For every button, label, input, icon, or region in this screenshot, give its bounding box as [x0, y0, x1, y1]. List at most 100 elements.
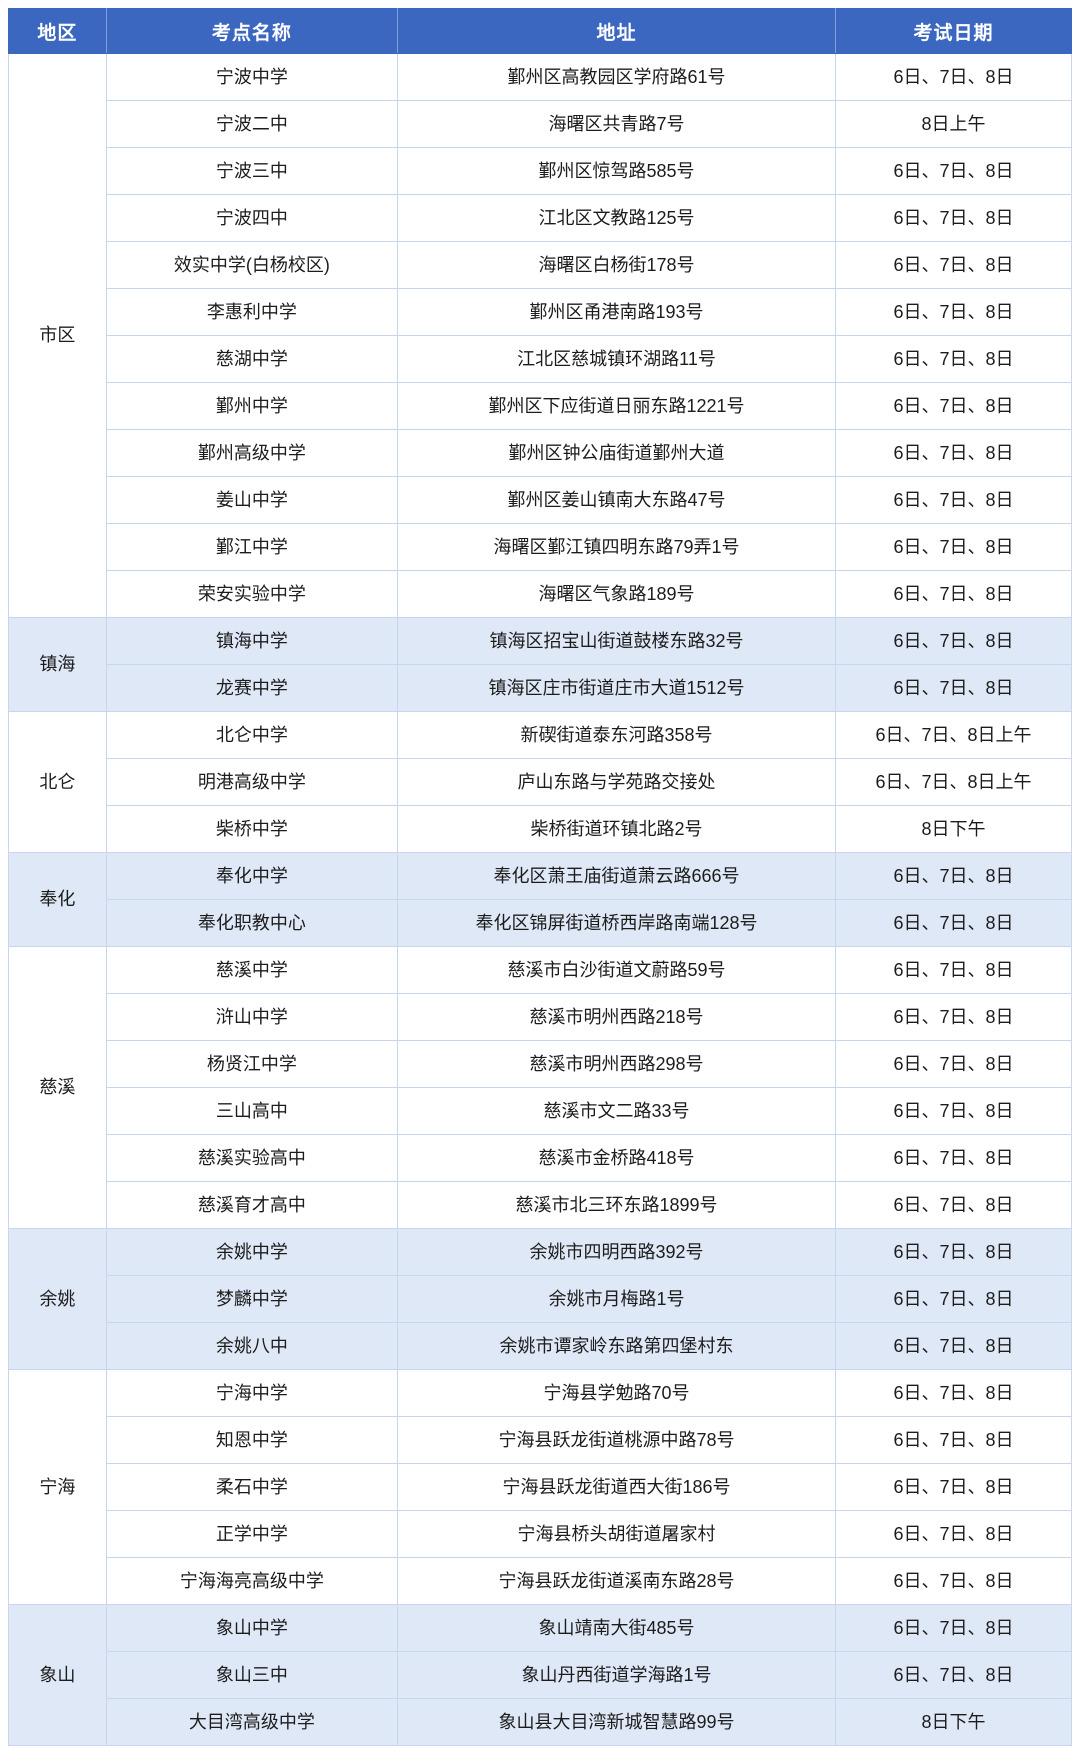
address-cell: 慈溪市明州西路298号 [397, 1040, 836, 1088]
table-row: 奉化 奉化中学 奉化区萧王庙街道萧云路666号 6日、7日、8日 [8, 852, 1073, 947]
table-row: 象山三中 象山丹西街道学海路1号 6日、7日、8日 [9, 1651, 1073, 1699]
address-cell: 宁海县跃龙街道西大街186号 [397, 1463, 836, 1511]
region-cell: 宁海 [8, 1369, 107, 1605]
exam-date-cell: 6日、7日、8日 [834, 147, 1073, 195]
table-row: 宁波二中 海曙区共青路7号 8日上午 [9, 100, 1073, 148]
table-row: 市区 宁波中学 鄞州区高教园区学府路61号 6日、7日、8日 [8, 53, 1073, 618]
school-name-cell: 宁波三中 [105, 147, 399, 195]
table-row: 象山 象山中学 象山靖南大街485号 6日、7日、8日 [8, 1604, 1073, 1746]
table-row: 李惠利中学 鄞州区甬港南路193号 6日、7日、8日 [9, 288, 1073, 336]
address-cell: 江北区慈城镇环湖路11号 [397, 335, 836, 383]
exam-date-cell: 6日、7日、8日 [834, 241, 1073, 289]
exam-date-cell: 6日、7日、8日 [834, 1604, 1073, 1652]
address-cell: 镇海区庄市街道庄市大道1512号 [397, 664, 836, 712]
table-row: 余姚 余姚中学 余姚市四明西路392号 6日、7日、8日 [8, 1228, 1073, 1370]
exam-date-cell: 6日、7日、8日 [834, 523, 1073, 571]
address-cell: 海曙区白杨街178号 [397, 241, 836, 289]
table-row: 鄞江中学 海曙区鄞江镇四明东路79弄1号 6日、7日、8日 [9, 523, 1073, 571]
exam-date-cell: 6日、7日、8日上午 [834, 711, 1073, 759]
school-name-cell: 三山高中 [105, 1087, 399, 1135]
address-cell: 鄞州区钟公庙街道鄞州大道 [397, 429, 836, 477]
school-name-cell: 宁波四中 [105, 194, 399, 242]
exam-date-cell: 8日上午 [834, 100, 1073, 148]
table-row: 鄞州中学 鄞州区下应街道日丽东路1221号 6日、7日、8日 [9, 382, 1073, 430]
exam-date-cell: 6日、7日、8日 [834, 1369, 1073, 1417]
exam-date-cell: 6日、7日、8日 [834, 993, 1073, 1041]
exam-date-cell: 6日、7日、8日 [834, 664, 1073, 712]
school-name-cell: 明港高级中学 [105, 758, 399, 806]
school-name-cell: 宁海海亮高级中学 [105, 1557, 399, 1605]
exam-date-cell: 6日、7日、8日 [834, 1134, 1073, 1182]
address-cell: 宁海县学勉路70号 [397, 1369, 836, 1417]
exam-date-cell: 6日、7日、8日 [834, 1040, 1073, 1088]
address-cell: 镇海区招宝山街道鼓楼东路32号 [397, 617, 836, 665]
exam-date-cell: 6日、7日、8日 [834, 53, 1073, 101]
address-cell: 庐山东路与学苑路交接处 [397, 758, 836, 806]
school-name-cell: 宁海中学 [105, 1369, 399, 1417]
exam-date-cell: 6日、7日、8日 [834, 946, 1073, 994]
table-row: 奉化职教中心 奉化区锦屏街道桥西岸路南端128号 6日、7日、8日 [9, 899, 1073, 947]
school-name-cell: 大目湾高级中学 [105, 1698, 399, 1746]
table-row: 余姚八中 余姚市谭家岭东路第四堡村东 6日、7日、8日 [9, 1322, 1073, 1370]
school-name-cell: 浒山中学 [105, 993, 399, 1041]
table-row: 北仑 北仑中学 新碶街道泰东河路358号 6日、7日、8日上午 [8, 711, 1073, 853]
exam-date-cell: 6日、7日、8日 [834, 852, 1073, 900]
table-row: 宁海海亮高级中学 宁海县跃龙街道溪南东路28号 6日、7日、8日 [9, 1557, 1073, 1605]
school-name-cell: 柔石中学 [105, 1463, 399, 1511]
address-cell: 余姚市四明西路392号 [397, 1228, 836, 1276]
region-cell: 象山 [8, 1604, 107, 1746]
school-name-cell: 李惠利中学 [105, 288, 399, 336]
exam-date-cell: 6日、7日、8日 [834, 1322, 1073, 1370]
table-header-row: 地区 考点名称 地址 考试日期 [8, 8, 1073, 54]
school-name-cell: 姜山中学 [105, 476, 399, 524]
exam-sites-table: 地区 考点名称 地址 考试日期 市区 宁波中学 鄞州区高教园区学府路61号 6日… [8, 8, 1073, 1746]
school-name-cell: 奉化职教中心 [105, 899, 399, 947]
address-cell: 奉化区萧王庙街道萧云路666号 [397, 852, 836, 900]
school-name-cell: 慈溪育才高中 [105, 1181, 399, 1229]
address-cell: 新碶街道泰东河路358号 [397, 711, 836, 759]
column-header-address: 地址 [397, 8, 836, 54]
school-name-cell: 奉化中学 [105, 852, 399, 900]
table-row: 慈溪实验高中 慈溪市金桥路418号 6日、7日、8日 [9, 1134, 1073, 1182]
address-cell: 慈溪市明州西路218号 [397, 993, 836, 1041]
school-name-cell: 慈溪实验高中 [105, 1134, 399, 1182]
table-row: 三山高中 慈溪市文二路33号 6日、7日、8日 [9, 1087, 1073, 1135]
table-row: 慈溪育才高中 慈溪市北三环东路1899号 6日、7日、8日 [9, 1181, 1073, 1229]
exam-date-cell: 6日、7日、8日 [834, 1275, 1073, 1323]
table-row: 宁波四中 江北区文教路125号 6日、7日、8日 [9, 194, 1073, 242]
region-cell: 余姚 [8, 1228, 107, 1370]
table-row: 镇海 镇海中学 镇海区招宝山街道鼓楼东路32号 6日、7日、8日 [8, 617, 1073, 712]
school-name-cell: 宁波二中 [105, 100, 399, 148]
address-cell: 宁海县跃龙街道溪南东路28号 [397, 1557, 836, 1605]
address-cell: 象山县大目湾新城智慧路99号 [397, 1698, 836, 1746]
school-name-cell: 余姚八中 [105, 1322, 399, 1370]
school-name-cell: 北仑中学 [105, 711, 399, 759]
address-cell: 慈溪市白沙街道文蔚路59号 [397, 946, 836, 994]
address-cell: 海曙区共青路7号 [397, 100, 836, 148]
address-cell: 奉化区锦屏街道桥西岸路南端128号 [397, 899, 836, 947]
school-name-cell: 象山三中 [105, 1651, 399, 1699]
school-name-cell: 象山中学 [105, 1604, 399, 1652]
table-row: 姜山中学 鄞州区姜山镇南大东路47号 6日、7日、8日 [9, 476, 1073, 524]
exam-date-cell: 6日、7日、8日 [834, 288, 1073, 336]
address-cell: 江北区文教路125号 [397, 194, 836, 242]
address-cell: 鄞州区高教园区学府路61号 [397, 53, 836, 101]
table-row: 大目湾高级中学 象山县大目湾新城智慧路99号 8日下午 [9, 1698, 1073, 1746]
address-cell: 慈溪市金桥路418号 [397, 1134, 836, 1182]
exam-date-cell: 6日、7日、8日 [834, 429, 1073, 477]
address-cell: 余姚市月梅路1号 [397, 1275, 836, 1323]
region-cell: 市区 [8, 53, 107, 618]
school-name-cell: 宁波中学 [105, 53, 399, 101]
table-row: 荣安实验中学 海曙区气象路189号 6日、7日、8日 [9, 570, 1073, 618]
exam-date-cell: 6日、7日、8日 [834, 617, 1073, 665]
column-header-name: 考点名称 [105, 8, 399, 54]
exam-date-cell: 6日、7日、8日上午 [834, 758, 1073, 806]
address-cell: 宁海县跃龙街道桃源中路78号 [397, 1416, 836, 1464]
exam-date-cell: 6日、7日、8日 [834, 1416, 1073, 1464]
table-row: 宁海 宁海中学 宁海县学勉路70号 6日、7日、8日 [8, 1369, 1073, 1605]
address-cell: 象山丹西街道学海路1号 [397, 1651, 836, 1699]
table-row: 柔石中学 宁海县跃龙街道西大街186号 6日、7日、8日 [9, 1463, 1073, 1511]
exam-date-cell: 8日下午 [834, 805, 1073, 853]
school-name-cell: 效实中学(白杨校区) [105, 241, 399, 289]
